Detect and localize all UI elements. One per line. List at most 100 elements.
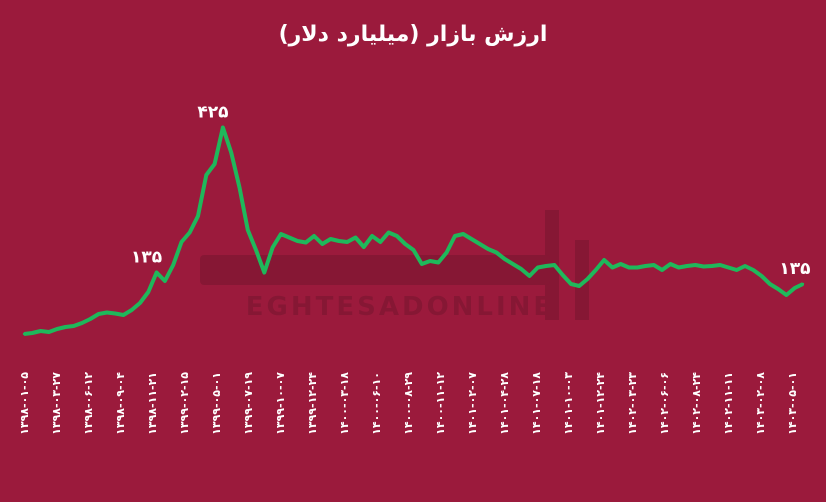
data-point	[337, 239, 341, 243]
data-point	[569, 282, 573, 286]
data-point	[578, 284, 581, 288]
data-point	[279, 232, 283, 236]
data-point	[793, 286, 796, 290]
data-point	[619, 262, 622, 266]
x-tick-label: ۱۳۹۸-۰۶-۱۲	[82, 372, 95, 435]
data-point	[172, 263, 175, 267]
data-point	[395, 234, 399, 238]
data-point	[180, 240, 183, 244]
x-tick-label: ۱۳۹۸-۰۹-۰۴	[114, 372, 127, 435]
x-tick-label: ۱۳۹۹-۱۲-۲۴	[306, 372, 319, 435]
x-tick-label: ۱۳۹۸-۱۱-۲۱	[146, 372, 159, 435]
data-point	[213, 162, 216, 166]
data-point	[138, 301, 142, 305]
x-tick-label: ۱۴۰۰-۰۶-۱۰	[370, 372, 383, 435]
annotation-layer: ۱۳۵ ۴۲۵ ۱۳۵	[131, 103, 811, 280]
data-point	[520, 267, 523, 271]
data-point	[55, 327, 59, 331]
x-tick-label: ۱۴۰۱-۰۴-۲۸	[498, 372, 511, 435]
data-point	[22, 332, 26, 336]
x-tick-label: ۱۴۰۲-۰۳-۲۳	[626, 372, 639, 435]
watermark: EGHTESADONLINE	[200, 210, 589, 322]
data-point	[710, 264, 713, 268]
data-point	[155, 271, 158, 274]
data-point	[379, 240, 382, 244]
x-tick-label: ۱۴۰۲-۰۶-۰۶	[658, 372, 671, 435]
x-tick-label: ۱۴۰۰-۱۱-۱۲	[434, 372, 447, 435]
data-point	[362, 245, 365, 249]
data-point	[727, 266, 730, 269]
data-point	[776, 287, 780, 291]
data-point	[801, 282, 805, 286]
data-point	[528, 274, 531, 278]
x-tick-label: ۱۴۰۲-۱۱-۱۱	[722, 372, 735, 435]
data-point	[263, 271, 266, 274]
x-tick-label: ۱۳۹۹-۰۲-۱۵	[178, 372, 191, 435]
data-point	[586, 277, 589, 281]
data-point	[114, 312, 117, 315]
data-point	[254, 248, 258, 252]
data-point	[636, 266, 639, 269]
data-point	[735, 268, 738, 272]
x-tick-label: ۱۴۰۰-۰۳-۱۸	[338, 372, 351, 435]
data-point	[445, 251, 448, 254]
data-point	[130, 308, 133, 312]
data-point	[387, 231, 390, 234]
data-point	[196, 214, 200, 218]
data-point	[536, 266, 539, 269]
data-point	[718, 263, 722, 267]
data-point	[304, 241, 307, 244]
data-point	[462, 232, 465, 236]
data-point	[64, 325, 67, 329]
data-label: ۱۳۵	[779, 259, 810, 279]
data-point	[478, 242, 481, 246]
data-point	[677, 266, 680, 269]
data-point	[553, 263, 556, 267]
x-tick-label: ۱۳۹۹-۱۰-۰۷	[274, 372, 287, 435]
data-point	[296, 239, 299, 243]
data-point	[743, 264, 747, 268]
data-point	[669, 262, 672, 266]
data-point	[685, 264, 689, 268]
data-point	[288, 236, 291, 239]
data-point	[163, 279, 167, 283]
data-point	[97, 312, 100, 316]
x-tick-label: ۱۴۰۳-۰۲-۰۸	[754, 372, 767, 435]
data-point	[644, 264, 647, 268]
data-point	[221, 126, 225, 129]
x-tick-label: ۱۳۹۹-۰۷-۱۹	[242, 372, 255, 435]
data-point	[89, 317, 92, 321]
series-layer	[22, 125, 805, 336]
data-point	[80, 321, 84, 325]
x-tick-label: ۱۴۰۳-۰۵-۰۱	[786, 372, 799, 435]
data-point	[412, 248, 415, 252]
x-tick-label: ۱۴۰۱-۰۷-۱۸	[530, 372, 543, 435]
data-point	[752, 268, 755, 272]
x-tick-label: ۱۴۰۰-۰۸-۲۹	[402, 372, 415, 435]
data-point	[437, 261, 440, 264]
svg-text:EGHTESADONLINE: EGHTESADONLINE	[246, 292, 554, 322]
data-point	[760, 274, 763, 278]
data-point	[31, 331, 34, 335]
x-axis-ticks: ۱۳۹۸-۰۱-۰۵ ۱۳۹۸-۰۳-۲۷ ۱۳۹۸-۰۶-۱۲ ۱۳۹۸-۰۹-۰۴…	[18, 372, 799, 435]
data-point	[404, 242, 407, 246]
data-point	[702, 265, 705, 268]
x-tick-label: ۱۴۰۱-۰۲-۰۷	[466, 372, 479, 435]
data-label: ۱۳۵	[131, 248, 162, 268]
data-point	[39, 329, 42, 333]
x-tick-label: ۱۳۹۸-۰۳-۲۷	[50, 372, 63, 435]
data-point	[785, 293, 788, 297]
data-point	[486, 247, 490, 251]
data-point	[768, 282, 772, 286]
data-point	[188, 231, 191, 234]
data-point	[321, 242, 324, 246]
data-point	[561, 273, 564, 277]
data-point	[495, 251, 498, 254]
data-point	[627, 266, 631, 269]
data-point	[329, 237, 332, 241]
data-point	[72, 324, 75, 328]
data-point	[611, 266, 614, 269]
data-point	[271, 246, 274, 249]
x-tick-label: ۱۳۹۹-۰۵-۰۱	[210, 372, 223, 435]
